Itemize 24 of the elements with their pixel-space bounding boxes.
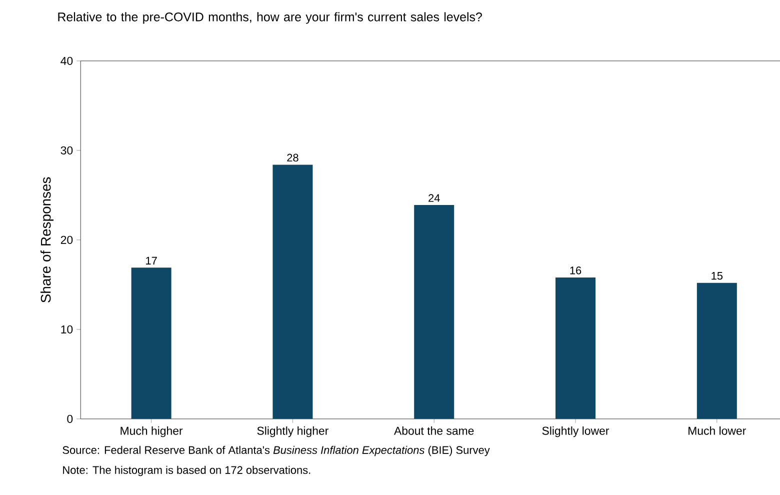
- chart-title: Relative to the pre-COVID months, how are your firm's current sales levels?: [58, 12, 482, 24]
- bar: [696, 282, 737, 419]
- y-tick-label: 0: [67, 414, 73, 423]
- y-tick-label: 20: [60, 236, 73, 244]
- data-label: 16: [570, 266, 582, 274]
- text: Note: The histogram is based on 172 observations.: [63, 466, 310, 476]
- x-tick-label: Much lower: [688, 426, 746, 435]
- data-label: 24: [428, 194, 440, 202]
- bar: [556, 278, 596, 419]
- x-tick-label: Slightly lower: [542, 426, 610, 438]
- x-tick-label: About the same: [394, 426, 474, 435]
- y-tick-label: 30: [60, 146, 73, 154]
- x-tick-label: Slightly higher: [257, 426, 328, 438]
- y-tick-label: 40: [60, 56, 73, 65]
- x-tick-label: Much higher: [120, 426, 183, 438]
- data-label: 28: [287, 154, 298, 162]
- data-label: 17: [146, 256, 157, 264]
- bar: [272, 164, 313, 419]
- y-tick-label: 10: [61, 325, 73, 334]
- data-label: 15: [712, 272, 723, 280]
- bar: [131, 268, 172, 419]
- source-note: Source: Federal Reserve Bank of Atlanta's Business Inflation Expectations (BIE) Survey: [62, 446, 490, 456]
- bar: [414, 205, 454, 419]
- y-axis-title: Share of Responses: [40, 177, 54, 302]
